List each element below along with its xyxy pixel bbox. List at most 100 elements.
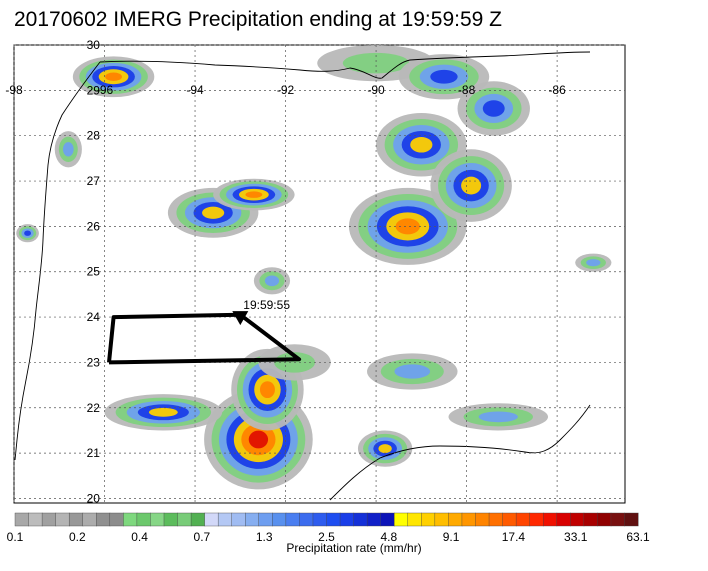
precip-ring xyxy=(24,230,31,236)
precip-ring xyxy=(148,407,178,417)
precip-ring xyxy=(378,444,392,454)
precip-cell xyxy=(367,353,458,390)
precip-cell xyxy=(104,394,223,431)
precip-ring xyxy=(478,411,518,423)
lon-label: -88 xyxy=(458,83,476,97)
colorbar-segment xyxy=(231,512,246,527)
colorbar-segment xyxy=(109,512,124,527)
longitude-labels: -98 -96 -94 -92 -90 -88 -86 xyxy=(5,83,566,97)
colorbar-segment xyxy=(583,512,598,527)
precip-cell xyxy=(376,113,467,177)
colorbar-segment xyxy=(407,512,422,527)
colorbar-tick-label: 63.1 xyxy=(626,530,650,544)
lat-label: 27 xyxy=(87,174,101,188)
colorbar-tick-label: 0.4 xyxy=(131,530,148,544)
precip-ring xyxy=(395,218,420,235)
colorbar-segment xyxy=(597,512,612,527)
precip-ring xyxy=(461,176,482,195)
colorbar-segment xyxy=(96,512,111,527)
precip-ring xyxy=(248,430,269,449)
colorbar-segment xyxy=(55,512,70,527)
coastline-layer xyxy=(14,51,591,501)
lat-label: 28 xyxy=(87,129,101,143)
precip-ring xyxy=(342,52,410,74)
colorbar-tick-label: 0.2 xyxy=(69,530,86,544)
colorbar-segment xyxy=(610,512,625,527)
colorbar-tick-label: 17.4 xyxy=(502,530,526,544)
precip-cell xyxy=(575,253,612,272)
colorbar-segment xyxy=(502,512,517,527)
colorbar-tick-label: 1.3 xyxy=(256,530,273,544)
colorbar-segment xyxy=(28,512,43,527)
satellite-track: 19:59:55 xyxy=(107,298,302,365)
colorbar-segment xyxy=(123,512,138,527)
colorbar-segment xyxy=(394,512,409,527)
precip-ring xyxy=(394,364,431,379)
lat-label: 22 xyxy=(87,401,101,415)
precip-ring xyxy=(245,191,263,198)
precip-ring xyxy=(410,136,433,153)
precip-cell xyxy=(398,54,490,100)
precip-cell xyxy=(213,178,295,211)
precip-cell xyxy=(457,81,530,136)
colorbar-segment xyxy=(339,512,355,527)
lat-label: 30 xyxy=(87,38,101,52)
precip-ring xyxy=(430,69,458,84)
lat-label: 21 xyxy=(87,446,101,460)
colorbar-tick-label: 2.5 xyxy=(318,530,335,544)
colorbar-segment xyxy=(353,512,368,527)
lon-label: -92 xyxy=(277,83,295,97)
colorbar-title: Precipitation rate (mm/hr) xyxy=(286,541,422,555)
precip-cell xyxy=(430,149,512,222)
colorbar-segment xyxy=(150,512,165,527)
coastline-yucatan xyxy=(329,404,591,501)
colorbar-segment xyxy=(570,512,585,527)
colorbar-segment xyxy=(163,512,179,527)
colorbar-segment xyxy=(475,512,490,527)
colorbar-tick-label: 0.1 xyxy=(7,530,24,544)
colorbar-segment xyxy=(624,512,639,527)
colorbar-segment xyxy=(245,512,260,527)
precip-cell xyxy=(16,224,39,243)
lat-label: 25 xyxy=(87,265,101,279)
colorbar-segment xyxy=(434,512,449,527)
colorbar-segment xyxy=(41,512,57,527)
precip-ring xyxy=(259,381,275,399)
lat-label: 29 xyxy=(87,83,101,97)
lat-label: 26 xyxy=(87,219,101,233)
coastline-texas-mexico xyxy=(14,61,101,461)
precip-ring xyxy=(586,259,601,267)
lat-label: 24 xyxy=(87,310,101,324)
colorbar-segment xyxy=(285,512,300,527)
colorbar-segment xyxy=(326,512,341,527)
colorbar-tick-label: 9.1 xyxy=(443,530,460,544)
latitude-labels: 30 29 28 27 26 25 24 23 22 21 20 xyxy=(87,38,101,505)
colorbar-segment xyxy=(204,512,219,527)
colorbar-segment xyxy=(299,512,314,527)
precip-cell xyxy=(448,403,549,431)
colorbar-segment xyxy=(515,512,531,527)
colorbar-segment xyxy=(217,512,233,527)
colorbar-segment xyxy=(380,512,395,527)
lat-label: 23 xyxy=(87,355,101,369)
colorbar-segment xyxy=(68,512,84,527)
track-time-label: 19:59:55 xyxy=(243,298,290,312)
colorbar-segment xyxy=(366,512,382,527)
precip-cell xyxy=(357,430,413,467)
track-arrowhead xyxy=(232,311,249,326)
colorbar-segment xyxy=(542,512,558,527)
precip-cell xyxy=(253,267,291,295)
colorbar-segment xyxy=(312,512,327,527)
colorbar-segment xyxy=(556,512,571,527)
lon-label: -96 xyxy=(96,83,114,97)
colorbar-tick-label: 0.7 xyxy=(194,530,211,544)
colorbar-segment xyxy=(82,512,97,527)
precip-cell xyxy=(54,131,82,168)
precip-cell xyxy=(72,56,155,98)
colorbar-tick-labels: 0.1 0.2 0.4 0.7 1.3 2.5 4.8 9.1 17.4 33.1 63.1 xyxy=(7,530,650,544)
colorbar-segment xyxy=(14,512,30,527)
precip-ring xyxy=(202,206,225,219)
lon-label: -98 xyxy=(5,83,23,97)
colorbar-segment xyxy=(272,512,287,527)
